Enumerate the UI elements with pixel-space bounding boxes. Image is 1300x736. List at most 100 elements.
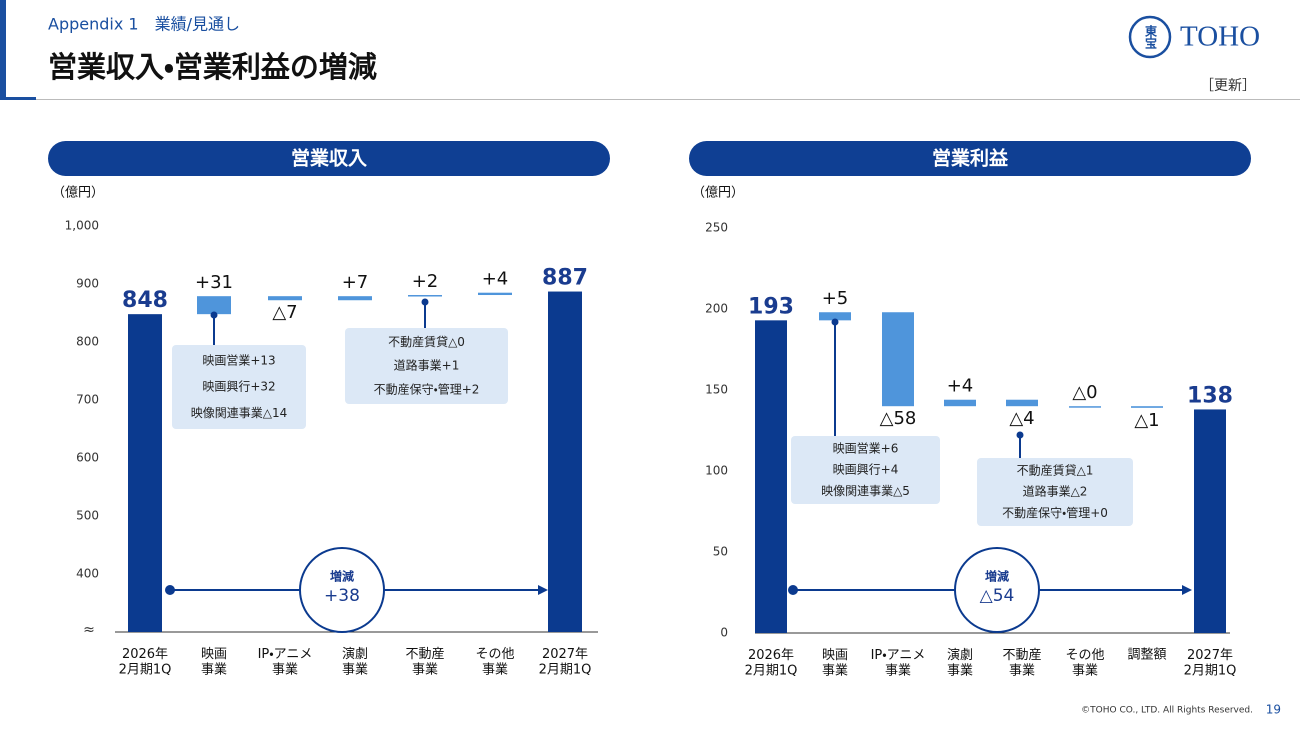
delta-bar <box>408 295 442 297</box>
callout-line: 不動産保守・管理+2 <box>374 381 480 396</box>
x-tick-label: 演劇事業 <box>947 648 973 679</box>
delta-bar <box>1006 399 1038 407</box>
value-label: +5 <box>822 288 849 309</box>
y-tick-label: 100 <box>705 464 728 478</box>
arrow-start <box>165 585 175 595</box>
x-tick-label: 不動産事業 <box>1002 648 1041 679</box>
callout-dot <box>421 298 429 306</box>
change-circle <box>954 547 1040 633</box>
callout-line: 不動産賃貸△1 <box>1017 462 1094 477</box>
panel-title: 営業利益 <box>932 147 1009 170</box>
slide-title: 営業収入・営業利益の増減 <box>48 50 377 84</box>
value-label: +7 <box>342 272 369 293</box>
arrow-start <box>788 585 798 595</box>
logo-mark: 東宝 <box>1144 24 1158 50</box>
unit-label: （億円） <box>52 186 104 201</box>
delta-bar <box>478 292 512 296</box>
callout-line: 不動産保守・管理+0 <box>1002 505 1108 520</box>
copyright: ©TOHO CO., LTD. All Rights Reserved. <box>1081 706 1253 716</box>
callout-box <box>172 345 306 429</box>
callout-box <box>977 458 1133 526</box>
callout-line: 不動産賃貸△0 <box>388 334 465 349</box>
value-label: △1 <box>1134 410 1159 431</box>
y-tick-label: 250 <box>705 221 728 235</box>
x-tick-label: 不動産事業 <box>405 647 444 678</box>
callout-dot <box>1016 431 1024 439</box>
callout-line: 映像関連事業△5 <box>821 484 910 498</box>
arrow-head <box>538 585 548 595</box>
x-tick-label: その他事業 <box>1065 648 1104 679</box>
y-tick-label: 150 <box>705 383 728 397</box>
delta-bar <box>268 296 302 301</box>
delta-bar <box>197 296 231 315</box>
delta-bar <box>338 296 372 301</box>
total-bar <box>1194 409 1226 633</box>
x-tick-label: 2027年 2月期1Q <box>539 647 592 678</box>
change-value: +38 <box>324 586 360 606</box>
x-tick-label: 2027年 2月期1Q <box>1184 648 1237 679</box>
appendix-label: Appendix 1 業績/見通し <box>48 15 240 34</box>
value-label: 848 <box>122 288 168 313</box>
delta-bar <box>1131 406 1163 408</box>
value-label: +4 <box>947 376 974 397</box>
y-tick-label: 200 <box>705 302 728 316</box>
y-tick-label: 500 <box>76 509 99 523</box>
value-label: 193 <box>748 294 794 319</box>
delta-bar <box>819 312 851 321</box>
total-bar <box>128 314 162 632</box>
callout-line: 映画興行+4 <box>833 463 899 477</box>
delta-bar <box>1069 406 1101 408</box>
value-label: +31 <box>195 272 233 293</box>
value-label: △7 <box>272 302 297 323</box>
panel-header <box>689 141 1251 176</box>
value-label: △58 <box>880 408 917 429</box>
callout-line: 道路事業+1 <box>394 358 460 373</box>
arrow-head <box>1182 585 1192 595</box>
x-tick-label: IP・アニメ事業 <box>871 648 926 679</box>
y-tick-label: 50 <box>713 545 728 559</box>
change-circle <box>299 547 385 633</box>
value-label: +2 <box>412 271 439 292</box>
y-tick-label: 700 <box>76 393 99 407</box>
unit-label: （億円） <box>692 186 744 201</box>
total-bar <box>755 320 787 633</box>
y-tick-label: 1,000 <box>65 219 99 233</box>
change-label: 増減 <box>985 569 1009 584</box>
header-accent <box>0 0 6 100</box>
callout-box <box>345 328 508 404</box>
callout-dot <box>210 311 218 319</box>
callout-line: 映画営業+6 <box>833 441 899 455</box>
panel-title: 営業収入 <box>291 147 367 170</box>
value-label: +4 <box>482 269 509 290</box>
logo-circle <box>1128 15 1172 59</box>
x-tick-label: 2026年 2月期1Q <box>119 647 172 678</box>
x-tick-label: IP・アニメ事業 <box>258 647 313 678</box>
x-tick-label: その他事業 <box>475 647 514 678</box>
x-tick-label: 映画事業 <box>822 648 848 679</box>
change-value: △54 <box>980 586 1015 606</box>
x-tick-label: 演劇事業 <box>342 647 368 678</box>
y-tick-label: 400 <box>76 567 99 581</box>
x-tick-label: 映画事業 <box>201 647 227 678</box>
logo-text: TOHO <box>1180 21 1260 53</box>
axis-break: ≈ <box>83 622 95 638</box>
value-label: 138 <box>1187 383 1233 408</box>
panel-header <box>48 141 610 176</box>
change-label: 増減 <box>330 569 354 584</box>
x-tick-label: 2026年 2月期1Q <box>745 648 798 679</box>
callout-box <box>791 436 940 504</box>
total-bar <box>548 291 582 632</box>
callout-line: 映画興行+32 <box>202 380 275 394</box>
callout-dot <box>831 318 839 326</box>
value-label: △0 <box>1072 382 1097 403</box>
delta-bar <box>882 312 914 407</box>
value-label: 887 <box>542 266 588 291</box>
callout-line: 道路事業△2 <box>1023 484 1088 499</box>
x-tick-label: 調整額 <box>1127 648 1166 663</box>
page-number: 19 <box>1266 703 1281 717</box>
delta-bar <box>944 399 976 407</box>
update-tag: ［更新］ <box>1200 78 1256 94</box>
y-tick-label: 0 <box>720 626 728 640</box>
y-tick-label: 900 <box>76 277 99 291</box>
